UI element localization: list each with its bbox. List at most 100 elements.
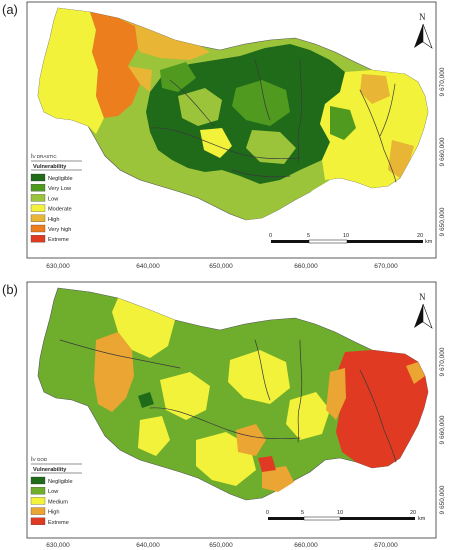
svg-text:IV GOD: IV GOD: [31, 457, 48, 463]
panel-a-river-2: [169, 79, 215, 127]
panel-a-legend-swatch: [30, 184, 46, 192]
panel-a-legend-label: Very Low: [48, 186, 72, 192]
panel-b-legend-swatch: [30, 507, 46, 515]
panel-b-river-2: [149, 407, 301, 440]
panel-a-legend-swatch: [30, 235, 46, 243]
panel-b-zone-high-south: [262, 466, 294, 492]
panel-a-zone-low-patch-2: [246, 130, 296, 164]
panel-b-x-ticks: 630,000 640,000 650,000 660,000 670,000: [46, 542, 398, 549]
panel-a-scale-0: 0: [269, 233, 272, 239]
panel-a-zone-verylow-patch-1: [232, 80, 290, 126]
panel-b-y-tick: 9 660,000: [439, 415, 446, 444]
panel-b-river-4: [359, 369, 397, 463]
panel-b-legend-title-sub: V GOD: [33, 457, 48, 462]
panel-a-x-ticks: 630,000 640,000 650,000 660,000 670,000: [46, 263, 398, 270]
panel-a-legend-swatch: [30, 224, 46, 233]
panel-a-y-tick: 9 650,000: [439, 207, 446, 236]
panel-b-zone-medium-centre-1: [160, 372, 210, 420]
panel-a-x-tick: 670,000: [374, 263, 398, 270]
panel-a-river-1: [149, 127, 301, 160]
panel-a-river-4: [297, 59, 303, 163]
panel-a-x-tick: 630,000: [46, 263, 70, 270]
panel-b-river-5: [254, 339, 271, 401]
panel-a-north-arrow: N: [414, 12, 433, 49]
panel-b-scale-0: 0: [266, 510, 269, 516]
panel-a-label: (a): [2, 2, 18, 17]
svg-text:IV DRASTIC: IV DRASTIC: [31, 154, 57, 160]
panel-b-zone-medium-northwest: [112, 298, 175, 358]
panel-a-zone-verylow-patch-2: [160, 62, 196, 92]
panel-b-x-tick: 630,000: [46, 542, 70, 549]
panel-b-legend-label: Low: [48, 489, 59, 495]
panel-a-zone-moderate-patch-1: [200, 128, 232, 158]
panel-a: (a) N: [2, 1, 446, 270]
panel-a-river-7: [231, 169, 291, 178]
panel-a-scale-bar: 0 5 10 20 km: [269, 233, 433, 245]
panel-b-y-tick: 9 650,000: [439, 485, 446, 514]
panel-b-legend-label: High: [48, 510, 60, 516]
panel-b-x-tick: 670,000: [374, 542, 398, 549]
panel-a-zone-verylow-east: [330, 106, 356, 140]
panel-a-legend-title-prefix: I: [31, 154, 33, 160]
panel-b-north-arrow: N: [414, 292, 433, 329]
panel-b-zone-medium-centre-3: [286, 392, 330, 440]
panel-a-scale-20: 20: [417, 233, 423, 239]
panel-b-legend-subtitle: Vulnerability: [33, 467, 67, 473]
panel-b-scale-20: 20: [410, 510, 416, 516]
panel-b-legend-label: Medium: [48, 499, 68, 505]
panel-b-legend-label: Negligible: [48, 479, 73, 485]
panel-b-legend-swatch: [30, 497, 46, 505]
panel-a-legend-swatch: [30, 173, 46, 182]
panel-b-zone-extreme-south: [258, 456, 276, 472]
panel-a-river-5: [359, 89, 397, 183]
panel-b-zone-extreme-east: [334, 350, 428, 468]
panel-a-zone-low-south: [232, 170, 330, 220]
panel-a-y-tick: 9 660,000: [439, 137, 446, 166]
panel-b-y-tick: 9 670,000: [439, 347, 446, 376]
panel-a-legend-swatch: [30, 204, 46, 212]
panel-a-x-tick: 660,000: [294, 263, 318, 270]
panel-a-river-6: [379, 83, 396, 137]
panel-a-y-ticks: 9 670,000 9 660,000 9 650,000: [439, 67, 446, 236]
svg-text:N: N: [419, 292, 426, 302]
panel-b: (b) N IV GOD: [2, 281, 446, 549]
panel-b-legend-swatch: [30, 517, 46, 525]
panel-b-zone-medium-centre-2: [228, 350, 290, 404]
panel-a-legend-label: Negligible: [48, 176, 73, 182]
panel-a-legend-swatch: [30, 194, 46, 202]
panel-b-zone-medium-west: [138, 416, 170, 456]
panel-a-zone-high-west: [128, 26, 152, 92]
panel-b-river-3: [297, 339, 303, 443]
panel-a-river-3: [254, 59, 271, 121]
panel-b-legend-swatch: [30, 487, 46, 495]
panel-a-legend-label: Moderate: [48, 207, 72, 213]
panel-b-scale-5: 5: [301, 510, 304, 516]
panel-a-legend-swatch: [30, 214, 46, 222]
panel-b-legend: IV GOD Vulnerability Negligible Low Medium…: [30, 457, 82, 526]
panel-b-scale-unit: km: [418, 516, 426, 522]
panel-a-scale-10: 10: [343, 233, 349, 239]
panel-a-legend-label: High: [48, 217, 60, 223]
panel-b-label: (b): [2, 282, 18, 297]
panel-b-river-1: [59, 339, 181, 369]
panel-b-scale-bar: 0 5 10 20 km: [266, 510, 426, 522]
svg-text:N: N: [419, 12, 426, 22]
panel-a-legend-label: Extreme: [48, 237, 69, 243]
panel-b-scale-10: 10: [337, 510, 343, 516]
panel-b-zone-high-east-edge: [326, 362, 425, 420]
panel-a-zone-veryhigh-west: [90, 12, 140, 118]
panel-a-scale-5: 5: [307, 233, 310, 239]
panel-a-x-tick: 650,000: [209, 263, 233, 270]
panel-b-y-ticks: 9 670,000 9 660,000 9 650,000: [439, 347, 446, 514]
panel-b-zone-negligible-1: [138, 392, 154, 408]
panel-a-legend-label: Low: [48, 196, 59, 202]
panel-a-legend-label: Very high: [48, 227, 71, 233]
panel-a-legend-title-sub: V DRASTIC: [33, 154, 58, 159]
panel-b-x-tick: 640,000: [136, 542, 160, 549]
panel-a-legend: IV DRASTIC Vulnerability Negligible Very …: [30, 154, 82, 243]
panel-a-zone-high-east: [360, 74, 414, 178]
panel-a-x-tick: 640,000: [136, 263, 160, 270]
panel-a-y-tick: 9 670,000: [439, 67, 446, 96]
panel-b-zone-high-centre: [236, 424, 266, 456]
